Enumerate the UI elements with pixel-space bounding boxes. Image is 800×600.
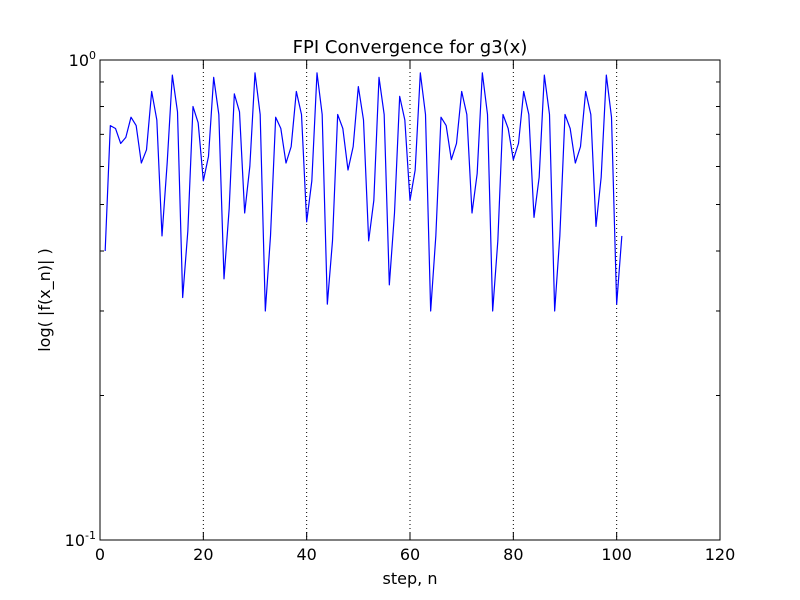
series-line-group	[104, 72, 623, 312]
x-tick-label: 40	[296, 545, 316, 564]
x-tick-labels: 0 20 40 60 80 100 120	[95, 545, 735, 564]
x-tick-label: 80	[503, 545, 523, 564]
x-tick-label: 0	[95, 545, 105, 564]
x-tick-label: 20	[193, 545, 213, 564]
axis-ticks	[99, 59, 721, 541]
y-tick-labels: 10-1 100	[65, 49, 96, 550]
series-line	[104, 72, 623, 312]
x-tick-label: 100	[601, 545, 632, 564]
chart-title: FPI Convergence for g3(x)	[293, 37, 528, 58]
x-tick-label: 60	[400, 545, 420, 564]
x-axis-label: step, n	[383, 569, 438, 588]
y-axis-label: log( |f(x_n)| )	[35, 248, 55, 352]
y-tick-label: 10-1	[65, 529, 96, 550]
x-tick-label: 120	[705, 545, 736, 564]
y-tick-label: 100	[69, 49, 96, 70]
